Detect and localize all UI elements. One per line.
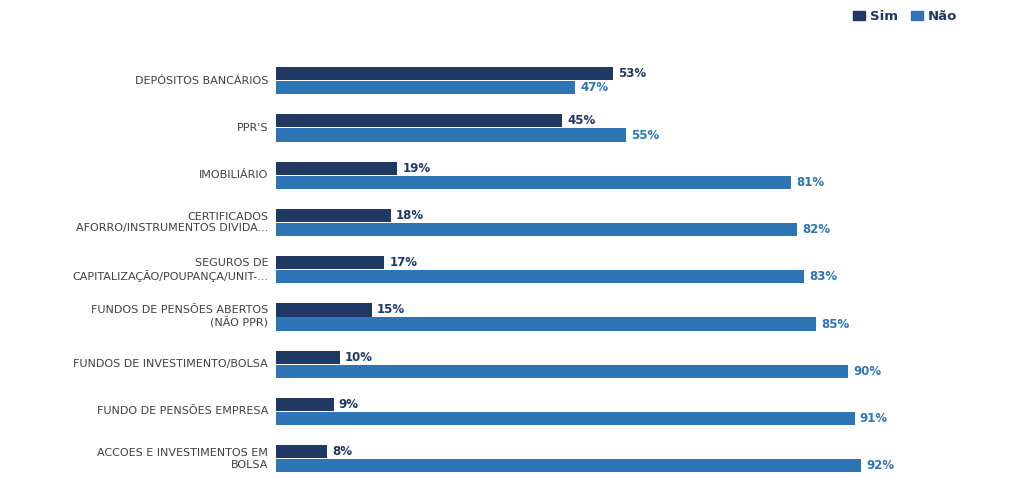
Text: 45%: 45% [567, 114, 596, 128]
Text: 8%: 8% [333, 445, 352, 458]
Bar [276, 445, 328, 458]
Bar [276, 67, 613, 80]
Text: 53%: 53% [618, 67, 646, 80]
Text: 55%: 55% [631, 128, 659, 141]
Text: 83%: 83% [809, 270, 837, 283]
Bar [276, 223, 798, 236]
Bar [276, 128, 626, 141]
Text: 91%: 91% [859, 412, 888, 425]
Bar [276, 459, 861, 472]
Bar [276, 364, 848, 378]
Bar [276, 398, 334, 411]
Text: 47%: 47% [581, 82, 608, 94]
Bar [276, 412, 855, 425]
Text: 18%: 18% [396, 209, 424, 222]
Text: 82%: 82% [803, 223, 830, 236]
Bar [276, 114, 562, 128]
Text: 92%: 92% [866, 460, 894, 472]
Bar [276, 162, 397, 174]
Bar [276, 209, 391, 222]
Text: 81%: 81% [796, 176, 824, 189]
Text: 90%: 90% [853, 365, 882, 378]
Text: 85%: 85% [821, 318, 850, 330]
Bar [276, 318, 816, 330]
Bar [276, 270, 804, 283]
Text: 17%: 17% [389, 256, 418, 269]
Text: 19%: 19% [402, 162, 430, 174]
Bar [276, 304, 372, 316]
Bar [276, 256, 384, 270]
Text: 9%: 9% [339, 398, 358, 411]
Text: 10%: 10% [345, 350, 373, 364]
Legend: Sim, Não: Sim, Não [848, 5, 963, 28]
Bar [276, 176, 791, 189]
Bar [276, 81, 575, 94]
Text: 15%: 15% [377, 304, 404, 316]
Bar [276, 350, 340, 364]
